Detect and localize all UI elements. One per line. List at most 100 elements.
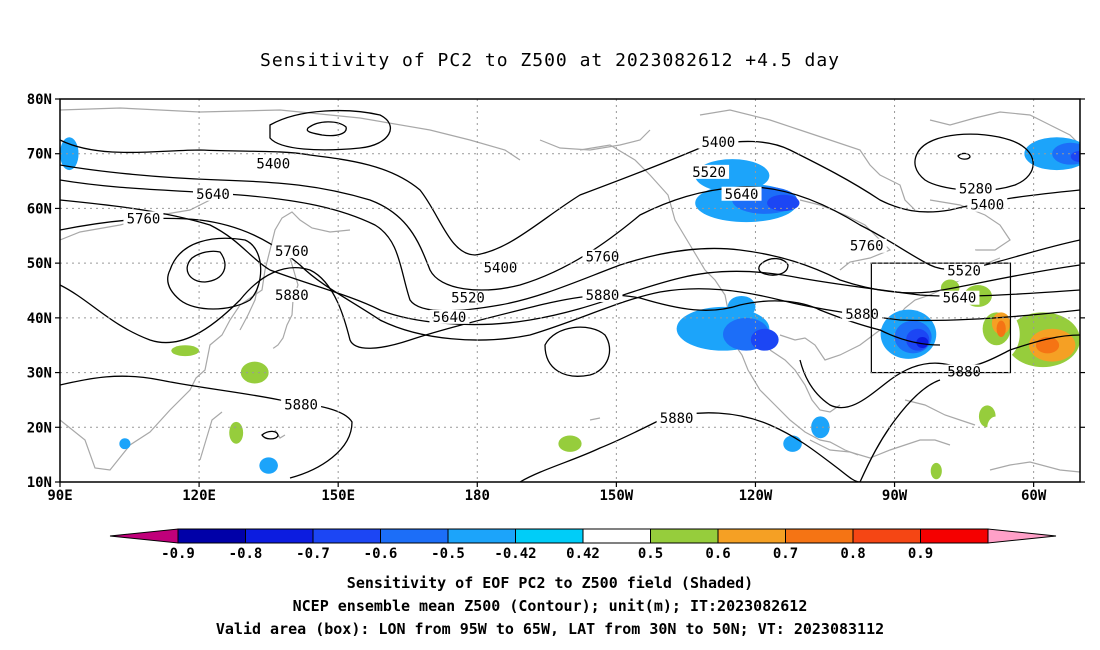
sensitivity-patch: [916, 337, 929, 348]
contour-label-bg: [944, 263, 985, 278]
contour-label: 5880: [660, 411, 694, 427]
contour-label: 5760: [850, 239, 884, 255]
contour-label-bg: [955, 181, 996, 196]
contour-label: 5520: [451, 291, 485, 307]
contour-label: 5640: [196, 187, 230, 203]
lon-tick-label: 120W: [739, 488, 773, 504]
lon-tick-label: 60W: [1021, 488, 1047, 504]
colorbar-segment: [717, 528, 786, 544]
lat-tick-label: 10N: [27, 475, 52, 491]
colorbar-tick-label: -0.7: [296, 546, 330, 562]
colorbar-segment: [312, 528, 381, 544]
contour-label-bg: [271, 287, 312, 302]
lat-tick-label: 60N: [27, 201, 52, 217]
contour-label: 5880: [275, 288, 309, 304]
colorbar-segment: [177, 528, 246, 544]
colorbar-extend-right: [987, 528, 1057, 544]
contour-label-bg: [698, 134, 739, 149]
contour-label-bg: [689, 164, 730, 179]
contour-label: 5760: [127, 211, 161, 227]
lat-tick-label: 40N: [27, 311, 52, 327]
colorbar-tick-label: 0.42: [566, 546, 600, 562]
colorbar-segment: [650, 528, 719, 544]
contour-label: 5640: [433, 310, 467, 326]
plot-frame: [59, 98, 1081, 483]
contour-label: 5760: [586, 250, 620, 266]
contour-label-bg: [582, 249, 623, 264]
colorbar-segment: [515, 528, 584, 544]
contour-label: 5520: [692, 165, 726, 181]
sensitivity-patch: [811, 416, 830, 439]
contour-label-bg: [448, 290, 488, 305]
lon-tick-label: 150W: [600, 488, 634, 504]
sensitivity-patch: [240, 361, 269, 384]
colorbar-segment: [582, 528, 651, 544]
contour-label: 5640: [725, 187, 759, 203]
lon-tick-label: 120E: [182, 488, 216, 504]
sensitivity-patch: [287, 378, 325, 400]
contour-label: 5760: [275, 244, 309, 260]
contour-label: 5880: [284, 397, 318, 413]
sensitivity-patch: [229, 421, 244, 444]
gridlines: [60, 99, 1080, 482]
contour-label-bg: [721, 186, 762, 201]
sensitivity-patch: [558, 435, 582, 452]
caption-line-1: Sensitivity of EOF PC2 to Z500 field (Sh…: [346, 574, 754, 592]
page-title: Sensitivity of PC2 to Z500 at 2023082612…: [259, 50, 840, 71]
sensitivity-patch: [996, 320, 1006, 338]
lat-tick-label: 70N: [27, 147, 52, 163]
contour-label-bg: [480, 260, 521, 275]
lat-tick-label: 20N: [27, 420, 52, 436]
colorbar-tick-label: 0.6: [705, 546, 730, 562]
sensitivity-patch: [783, 435, 802, 452]
colorbar: -0.9 -0.8 -0.7 -0.6 -0.5 -0.42 0.42 0.5 0.6 0.7 0.…: [109, 528, 1057, 562]
contour-label-bg: [193, 186, 233, 201]
colorbar-segment: [785, 528, 854, 544]
colorbar-tick-label: 0.9: [908, 546, 933, 562]
colorbar-tick-label: 0.5: [638, 546, 663, 562]
colorbar-tick-label: 0.8: [840, 546, 865, 562]
caption-line-2: NCEP ensemble mean Z500 (Contour); unit(…: [292, 597, 808, 615]
contour-label: 5400: [256, 157, 290, 173]
colorbar-tick-label: -0.6: [364, 546, 398, 562]
lat-tick-label: 80N: [27, 92, 52, 108]
contour-label-bg: [271, 244, 312, 259]
lon-tick-label: 150E: [321, 488, 355, 504]
contour-label-bg: [253, 156, 294, 171]
colorbar-segment: [447, 528, 516, 544]
contour-label-bg: [846, 238, 887, 253]
lon-tick-label: 180: [465, 488, 490, 504]
lon-tick-label: 90E: [47, 488, 72, 504]
contour-label: 5880: [845, 307, 879, 323]
colorbar-segment: [852, 528, 921, 544]
sensitivity-patch: [259, 457, 278, 474]
sensitivity-patch: [889, 282, 900, 299]
contour-label: 5880: [586, 288, 620, 304]
colorbar-tick-label: -0.8: [229, 546, 263, 562]
contour-label-bg: [656, 411, 697, 426]
colorbar-tick-label: 0.7: [773, 546, 798, 562]
lat-tick-label: 50N: [27, 256, 52, 272]
sensitivity-patch: [1035, 337, 1060, 354]
sensitivity-patch: [930, 462, 942, 480]
contour-label-bg: [429, 309, 470, 324]
contour-label-bg: [582, 287, 623, 302]
sensitivity-patch: [727, 295, 756, 318]
sensitivity-patch: [767, 194, 800, 212]
plot-area-background: [60, 99, 1080, 482]
colorbar-segment: [380, 528, 449, 544]
colorbar-extend-left: [109, 528, 179, 544]
contour-label-bg: [123, 211, 164, 226]
sensitivity-patch: [171, 345, 200, 357]
contour-label-bg: [281, 397, 322, 412]
contour-label: 5400: [970, 198, 1004, 214]
colorbar-segment: [920, 528, 989, 544]
colorbar-tick-label: -0.9: [161, 546, 195, 562]
contour-label-bg: [939, 290, 980, 305]
contour-label: 5400: [702, 135, 736, 151]
colorbar-segment: [245, 528, 314, 544]
contour-label: 5640: [943, 291, 977, 307]
contour-label-bg: [944, 364, 985, 379]
